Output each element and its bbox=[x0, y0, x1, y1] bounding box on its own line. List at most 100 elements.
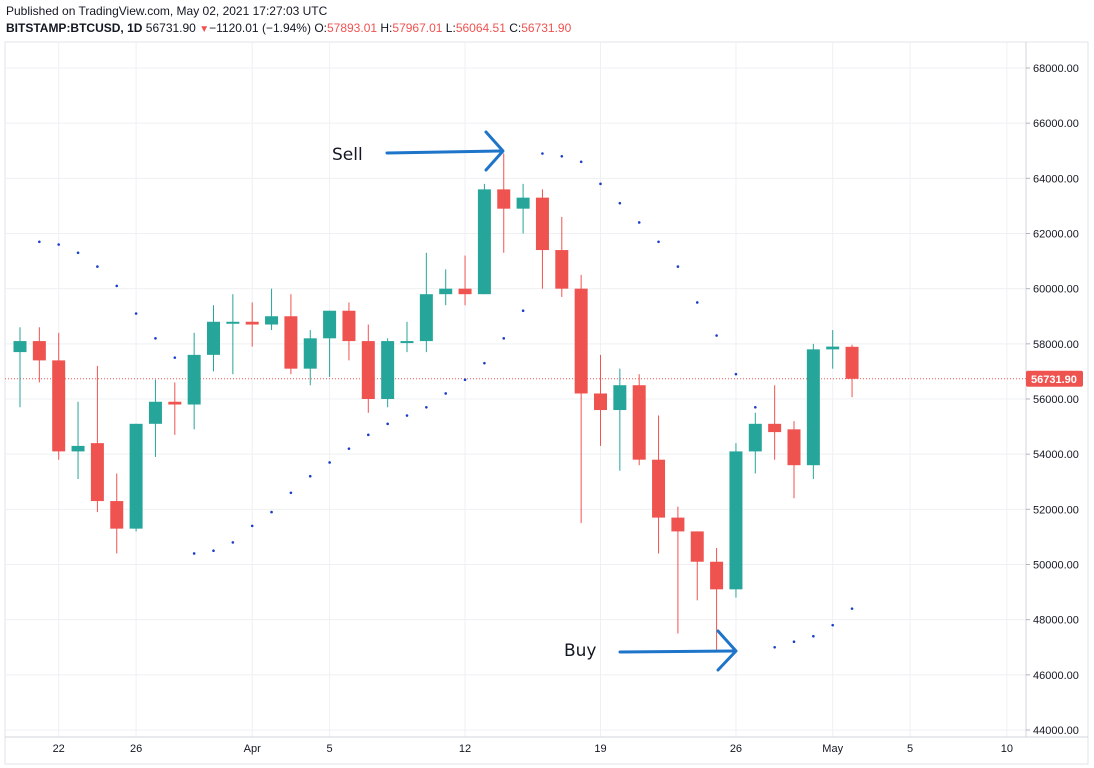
x-tick-label: 19 bbox=[594, 743, 606, 755]
candle-body bbox=[671, 517, 685, 532]
close-value: 56731.90 bbox=[521, 21, 572, 35]
x-tick-label: 26 bbox=[730, 743, 742, 755]
sar-dot bbox=[579, 160, 583, 164]
sar-dot bbox=[483, 361, 486, 365]
sell-label: Sell bbox=[332, 145, 363, 165]
candle bbox=[419, 252, 433, 353]
sar-dot bbox=[637, 221, 641, 224]
candle bbox=[129, 423, 143, 532]
published-line: Published on TradingView.com, May 02, 20… bbox=[6, 4, 328, 18]
x-tick-label: May bbox=[822, 743, 843, 755]
x-tick-label: 5 bbox=[907, 743, 913, 755]
candle bbox=[632, 374, 646, 466]
candle bbox=[303, 330, 317, 386]
sar-dot bbox=[154, 337, 157, 340]
low-label: L: bbox=[445, 21, 456, 35]
price-change: −1120.01 (−1.94%) bbox=[209, 21, 311, 35]
sell-annotation: Sell bbox=[332, 130, 505, 172]
low-value: 56064.51 bbox=[455, 21, 506, 35]
sar-dot bbox=[831, 623, 834, 627]
candle-body bbox=[400, 341, 414, 344]
y-tick-label: 50000.00 bbox=[1033, 560, 1079, 572]
candle bbox=[207, 305, 220, 372]
candle bbox=[748, 412, 762, 474]
sar-dot bbox=[328, 461, 331, 464]
candle bbox=[574, 274, 588, 524]
grid bbox=[5, 42, 1026, 737]
candle bbox=[323, 310, 337, 377]
y-tick-label: 58000.00 bbox=[1033, 339, 1079, 351]
candle bbox=[342, 302, 356, 361]
x-tick-label: 22 bbox=[53, 743, 65, 755]
open-label: O: bbox=[314, 21, 327, 35]
sar-dot bbox=[57, 243, 60, 246]
candle-body bbox=[729, 451, 743, 590]
candle-body bbox=[52, 360, 66, 452]
candle-body bbox=[148, 401, 162, 424]
last-price-badge-text: 56731.90 bbox=[1031, 374, 1077, 386]
y-tick-label: 64000.00 bbox=[1033, 173, 1079, 185]
candle bbox=[265, 288, 279, 331]
candle bbox=[497, 153, 511, 253]
y-tick-label: 68000.00 bbox=[1033, 63, 1079, 75]
sar-dot bbox=[792, 640, 796, 644]
candle bbox=[245, 302, 259, 347]
open-value: 57893.01 bbox=[326, 21, 378, 35]
sar-dot bbox=[676, 265, 680, 268]
candle-body bbox=[129, 423, 143, 529]
high-label: H: bbox=[380, 21, 393, 35]
candle-body bbox=[110, 501, 124, 529]
chart-header: Published on TradingView.com, May 02, 20… bbox=[6, 3, 571, 38]
sar-dot bbox=[444, 392, 448, 395]
sar-dot bbox=[212, 549, 215, 553]
ohlc-line: BITSTAMP:BTCUSD, 1D 56731.90 ▼−1120.01 (… bbox=[6, 20, 571, 38]
last-price-badge: 56731.90 bbox=[1026, 370, 1083, 387]
candle bbox=[361, 324, 375, 413]
candle bbox=[787, 421, 801, 499]
x-tick-label: 10 bbox=[1001, 743, 1013, 755]
sar-dot bbox=[463, 378, 467, 381]
candle-body bbox=[652, 459, 666, 518]
symbol-label: BITSTAMP:BTCUSD, 1D bbox=[6, 21, 143, 35]
candle-body bbox=[71, 445, 85, 452]
sar-dot bbox=[850, 607, 854, 610]
sar-dot bbox=[115, 284, 119, 288]
candle-body bbox=[458, 288, 472, 295]
sell-arrow-shaft bbox=[385, 149, 502, 155]
sar-dot bbox=[599, 182, 602, 186]
candle bbox=[768, 385, 782, 460]
sar-dot bbox=[425, 405, 428, 409]
y-tick-label: 48000.00 bbox=[1033, 615, 1079, 627]
candle-body bbox=[32, 341, 46, 361]
price-axis[interactable]: 68000.00 66000.00 64000.00 62000.00 60000.00… bbox=[1026, 63, 1079, 737]
buy-arrow-shaft bbox=[618, 649, 735, 654]
buy-arrow-head bbox=[716, 629, 738, 672]
candle-body bbox=[90, 443, 104, 502]
candle bbox=[671, 506, 685, 634]
candle-body bbox=[787, 429, 801, 466]
x-tick-label: Apr bbox=[244, 743, 261, 755]
time-axis[interactable]: 22 26 Apr 5 12 19 26 May 5 10 bbox=[53, 743, 1013, 755]
candle-body bbox=[284, 316, 298, 369]
sar-dot bbox=[250, 524, 254, 528]
x-tick-label: 5 bbox=[327, 743, 333, 755]
sar-dot bbox=[367, 433, 370, 437]
candle bbox=[729, 443, 743, 598]
candle bbox=[13, 327, 27, 408]
sar-dot bbox=[657, 240, 660, 244]
sar-dot bbox=[734, 372, 738, 376]
candle-body bbox=[690, 531, 704, 562]
candle-body bbox=[419, 294, 433, 342]
candle bbox=[594, 354, 607, 446]
candle-body bbox=[748, 423, 762, 452]
sar-dot bbox=[192, 552, 196, 555]
candle bbox=[845, 344, 859, 398]
candle bbox=[555, 216, 569, 297]
candle-body bbox=[826, 346, 840, 350]
candle-body bbox=[168, 401, 182, 405]
candle-body bbox=[265, 316, 279, 325]
sar-dot bbox=[308, 474, 312, 478]
sar-dot bbox=[173, 356, 177, 359]
sar-dot bbox=[270, 510, 273, 514]
